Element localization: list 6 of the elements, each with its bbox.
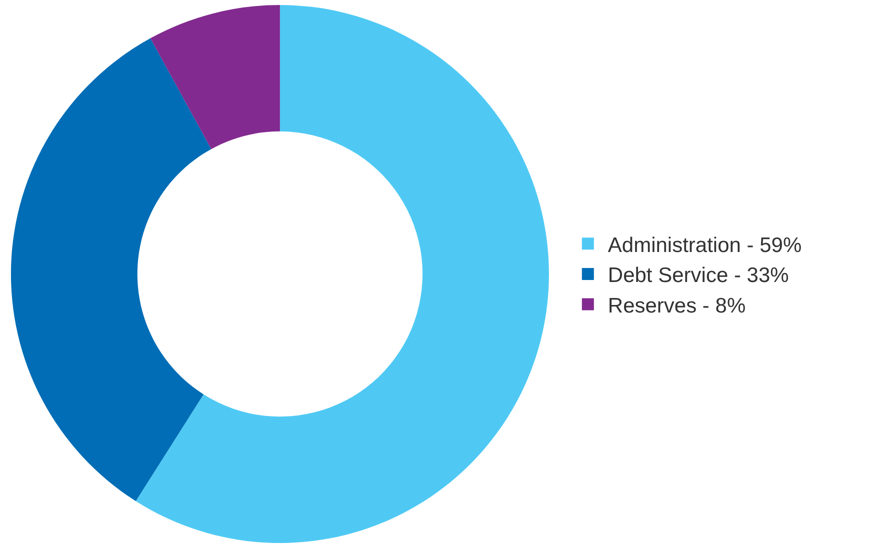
donut-slice <box>11 38 212 502</box>
donut-slice <box>136 5 549 543</box>
legend-label: Administration - 59% <box>608 234 802 257</box>
donut-slice <box>150 5 280 150</box>
legend-label: Reserves - 8% <box>608 294 746 318</box>
legend-label: Debt Service - 33% <box>608 264 789 288</box>
